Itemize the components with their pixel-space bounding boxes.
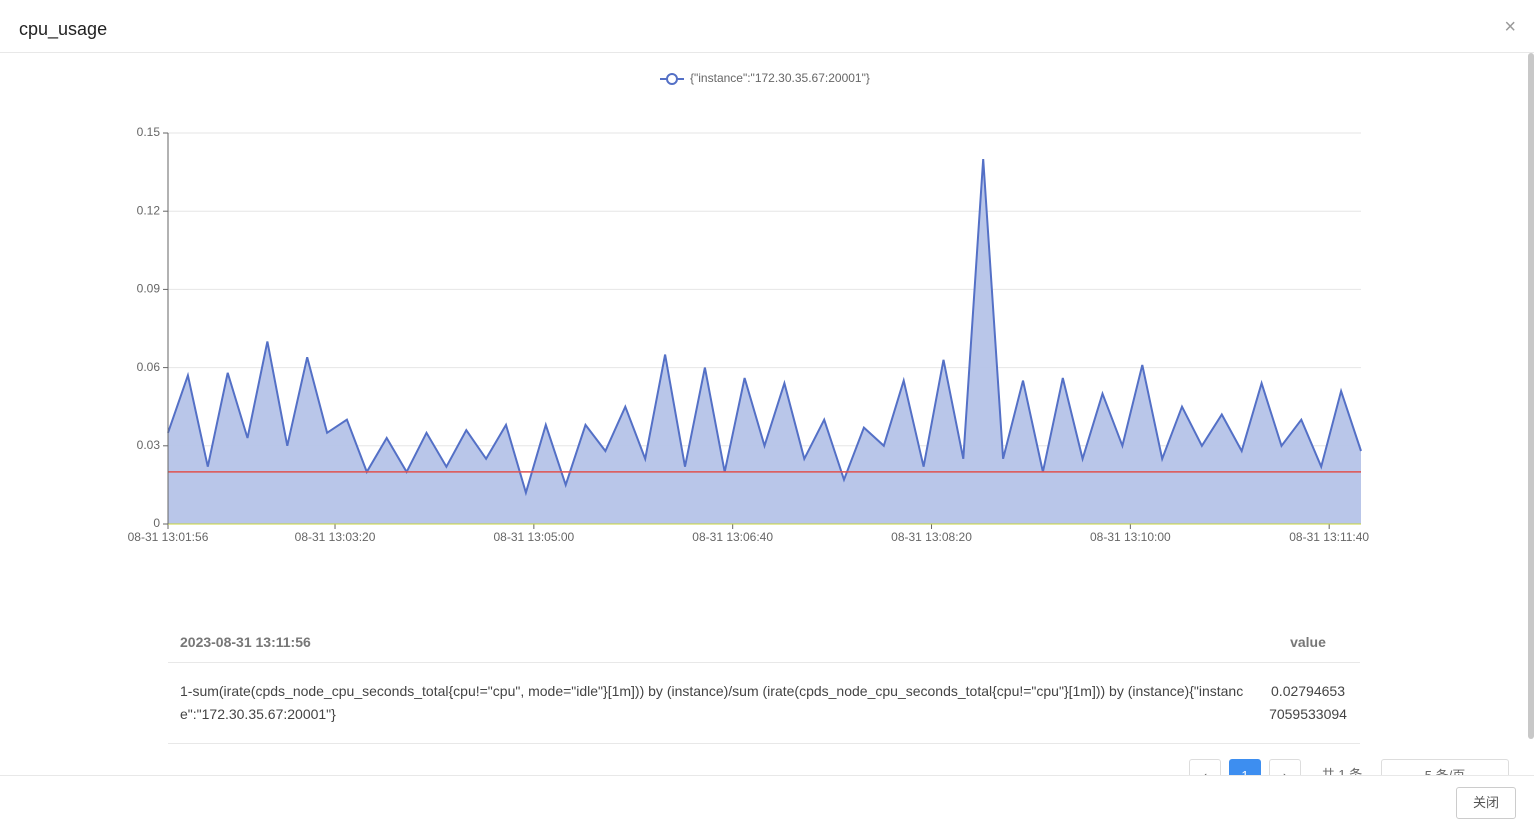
result-table: 2023-08-31 13:11:56 value 1-sum(irate(cpd… — [168, 622, 1360, 744]
y-tick-label: 0.03 — [137, 438, 161, 452]
x-tick-label: 08-31 13:06:40 — [692, 530, 773, 544]
y-tick-label: 0.15 — [137, 125, 161, 139]
y-tick-label: 0.09 — [137, 282, 161, 296]
y-tick-label: 0.12 — [137, 203, 161, 217]
modal-header: cpu_usage × — [0, 0, 1534, 53]
legend-marker — [666, 73, 678, 85]
chart: 0 0.03 0.06 0.09 0.12 0.15 08-31 13:01:56 08-31… — [128, 71, 1370, 544]
modal-body: 0 0.03 0.06 0.09 0.12 0.15 08-31 13:01:56 08-31… — [0, 53, 1534, 775]
prev-page[interactable]: ‹ — [1189, 759, 1221, 775]
area — [168, 159, 1361, 524]
x-tick-label: 08-31 13:11:40 — [1289, 530, 1369, 544]
x-tick-label: 08-31 13:03:20 — [295, 530, 376, 544]
scrollbar[interactable] — [1528, 53, 1534, 739]
y-tick-label: 0.06 — [137, 360, 161, 374]
modal-footer: 关闭 — [0, 775, 1534, 839]
next-page[interactable]: › — [1269, 759, 1301, 775]
metric-value: 0.027946537059533094 — [1256, 662, 1360, 744]
metric-expression: 1-sum(irate(cpds_node_cpu_seconds_total{… — [168, 662, 1256, 744]
table-header: 2023-08-31 13:11:56 — [168, 622, 1256, 663]
close-button[interactable]: 关闭 — [1456, 787, 1516, 819]
legend-label: {"instance":"172.30.35.67:20001"} — [690, 71, 870, 85]
page-button[interactable]: 1 — [1229, 759, 1261, 775]
x-tick-label: 08-31 13:10:00 — [1090, 530, 1171, 544]
table-header: value — [1256, 622, 1360, 663]
total-count: 共 1 条 — [1321, 767, 1363, 775]
x-tick-label: 08-31 13:08:20 — [891, 530, 972, 544]
close-icon[interactable]: × — [1504, 16, 1516, 38]
page-size-select[interactable]: 5 条/页 — [1381, 759, 1509, 775]
x-tick-label: 08-31 13:05:00 — [493, 530, 574, 544]
modal-title: cpu_usage — [19, 19, 108, 39]
y-tick-label: 0 — [153, 516, 160, 530]
x-tick-label: 08-31 13:01:56 — [128, 530, 209, 544]
